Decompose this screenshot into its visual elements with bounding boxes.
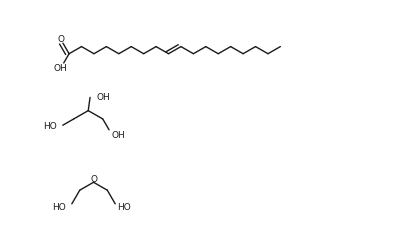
Text: O: O <box>58 35 65 44</box>
Text: HO: HO <box>52 202 66 211</box>
Text: OH: OH <box>97 92 111 102</box>
Text: HO: HO <box>117 202 130 211</box>
Text: HO: HO <box>43 121 57 130</box>
Text: O: O <box>90 174 97 183</box>
Text: OH: OH <box>112 130 125 139</box>
Text: OH: OH <box>54 64 67 73</box>
